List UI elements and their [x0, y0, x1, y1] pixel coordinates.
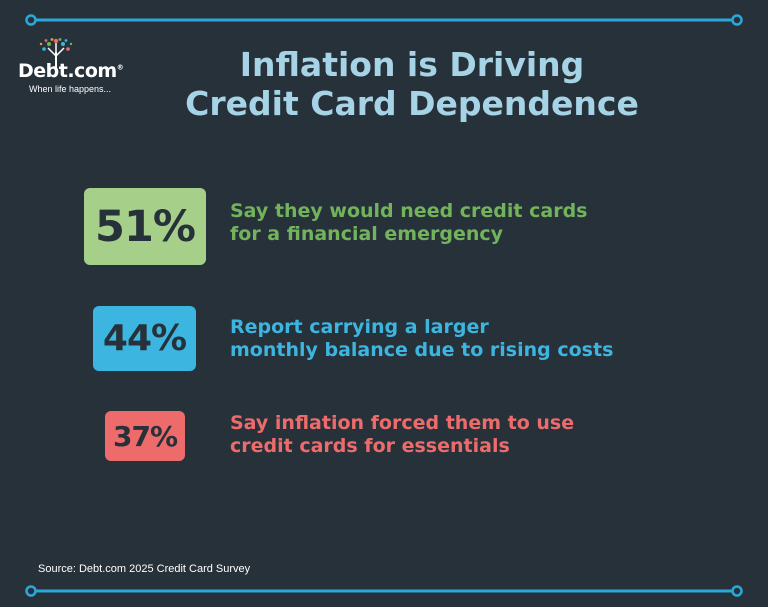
- stat-description-3: Say inflation forced them to use credit …: [230, 412, 750, 458]
- brand-tagline: When life happens...: [29, 84, 112, 94]
- stat-badge-44: 44%: [93, 306, 196, 371]
- page-title-line-1: Inflation is Driving: [239, 45, 585, 84]
- source-note: Source: Debt.com 2025 Credit Card Survey: [38, 563, 251, 575]
- stat-badge-51: 51%: [84, 188, 206, 265]
- stat-2-line-1: Report carrying a larger: [230, 316, 489, 338]
- stat-badge-37: 37%: [105, 411, 185, 461]
- stat-3-line-1: Say inflation forced them to use: [230, 412, 575, 434]
- brand-name: Debt.com®: [18, 60, 124, 82]
- tree-icon: [39, 38, 73, 68]
- stat-1-line-2: for a financial emergency: [230, 223, 504, 245]
- stat-description-1: Say they would need credit cards for a f…: [230, 200, 750, 246]
- stat-3-line-2: credit cards for essentials: [230, 435, 510, 457]
- top-divider: [25, 14, 743, 26]
- bottom-divider: [25, 585, 743, 597]
- stat-2-line-2: monthly balance due to rising costs: [230, 339, 614, 361]
- brand-logo: Debt.com® When life happens...: [16, 38, 136, 100]
- stat-description-2: Report carrying a larger monthly balance…: [230, 316, 750, 362]
- page-title-line-2: Credit Card Dependence: [185, 84, 639, 123]
- stat-1-line-1: Say they would need credit cards: [230, 200, 588, 222]
